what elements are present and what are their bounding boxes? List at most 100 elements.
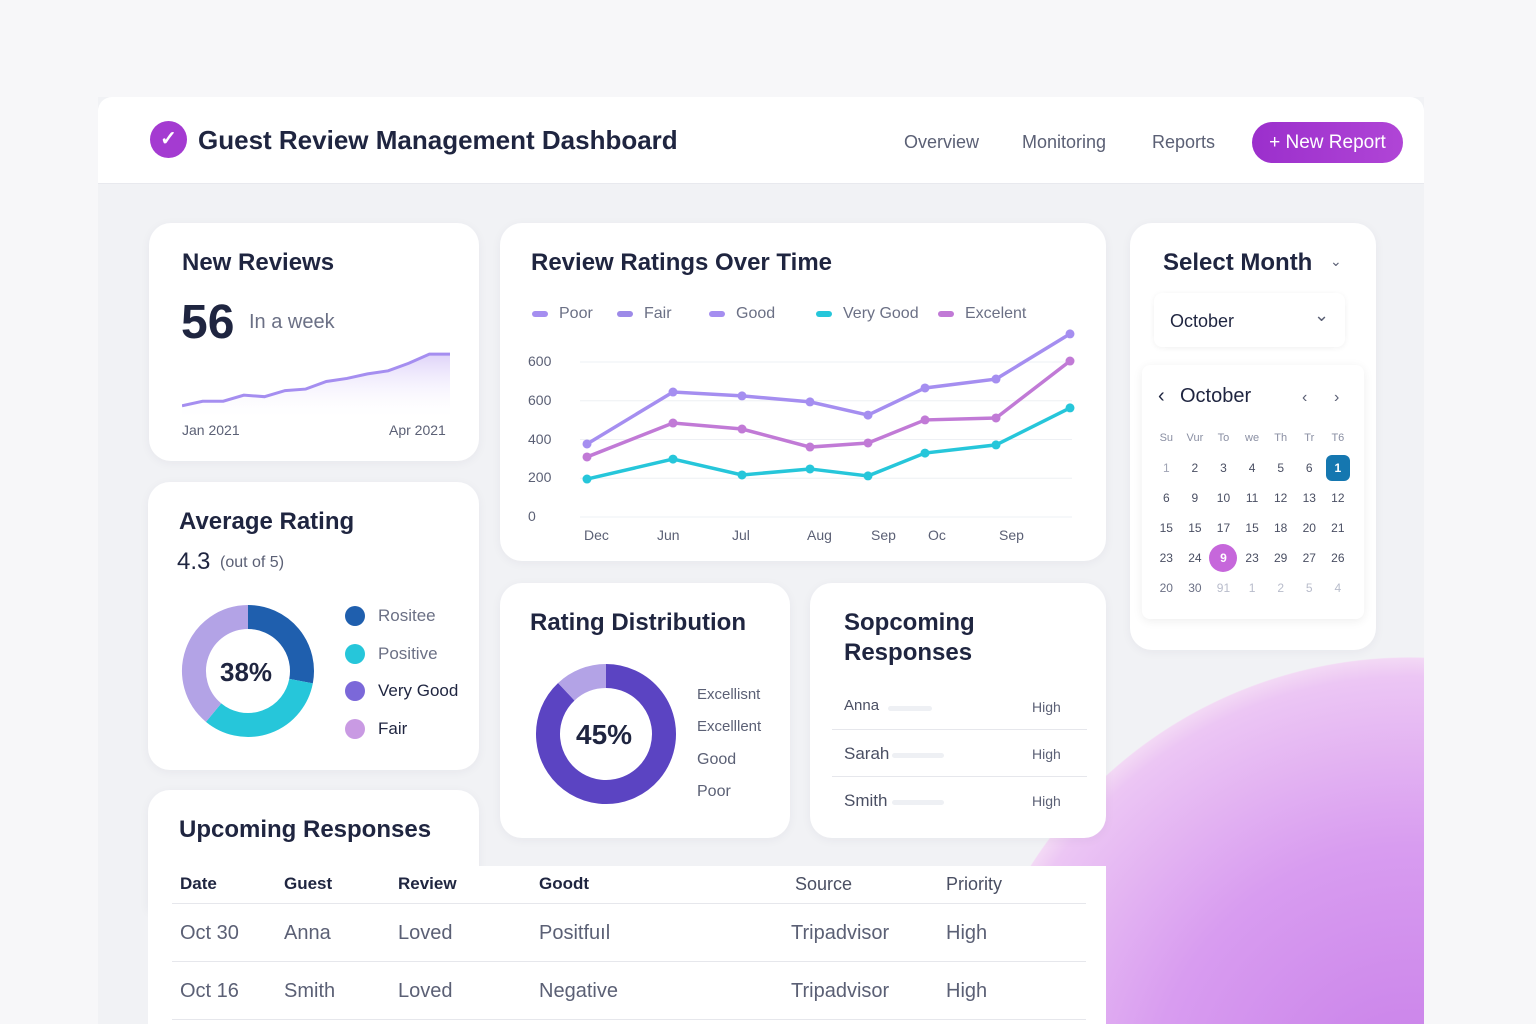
nav-monitoring[interactable]: Monitoring [1022, 132, 1107, 152]
average-suffix: (out of 5) [220, 554, 285, 571]
priority-label: High [1032, 699, 1061, 715]
calendar-day[interactable]: 27 [1295, 543, 1324, 573]
day-number: 15 [1159, 521, 1173, 535]
calendar-day[interactable]: 24 [1181, 543, 1210, 573]
y-tick-label: 600 [528, 391, 552, 408]
new-report-button[interactable]: + New Report [1252, 122, 1403, 163]
calendar-day[interactable]: 3 [1209, 453, 1238, 483]
calendar-day[interactable]: 5 [1295, 573, 1324, 603]
calendar-day[interactable]: 18 [1266, 513, 1295, 543]
data-point [582, 474, 592, 484]
weekday-label: we [1245, 432, 1260, 444]
sparkline-area [182, 354, 450, 421]
day-number: 12 [1273, 491, 1288, 505]
calendar-day[interactable]: 6 [1152, 483, 1181, 513]
calendar-day[interactable]: 2 [1266, 573, 1295, 603]
calendar-day[interactable]: 20 [1295, 513, 1324, 543]
row-divider [172, 903, 1086, 904]
x-tick-label: Sep [871, 527, 896, 543]
calendar-day[interactable]: 2 [1181, 453, 1210, 483]
priority-label: High [1032, 746, 1061, 762]
calendar: ‹ October ‹ › Su Vur To we Th Tr T6 1 2 3 4 5 6 1 6 9 10… [1142, 365, 1364, 619]
column-header: Review [398, 874, 457, 893]
ratings-over-time-card: Review Ratings Over Time Poor Fair Good Ver… [500, 223, 1106, 561]
day-number: 24 [1188, 551, 1202, 565]
calendar-day[interactable]: 4 [1324, 573, 1353, 603]
day-number: 21 [1331, 521, 1345, 535]
calendar-day[interactable]: 11 [1238, 483, 1267, 513]
day-number: 6 [1305, 461, 1313, 475]
period-label: In a week [249, 311, 335, 333]
column-header: Priority [946, 874, 1003, 894]
data-point [863, 438, 873, 448]
legend-swatch [938, 311, 954, 317]
dist-label: Poor [697, 783, 731, 800]
day-number: 27 [1302, 551, 1316, 565]
calendar-day[interactable]: 15 [1181, 513, 1210, 543]
calendar-day[interactable]: 10 [1209, 483, 1238, 513]
day-number: 12 [1331, 491, 1345, 505]
calendar-day[interactable]: 17 [1209, 513, 1238, 543]
legend-dot [345, 643, 365, 664]
calendar-day[interactable]: 9 [1181, 483, 1210, 513]
calendar-day[interactable]: 12 [1324, 483, 1353, 513]
x-tick-label: Sep [999, 527, 1024, 543]
donut-segment [558, 664, 607, 701]
calendar-day[interactable]: 26 [1324, 543, 1353, 573]
month-dropdown[interactable]: October ⌄ [1154, 293, 1345, 347]
day-number: 91 [1216, 581, 1231, 595]
calendar-day[interactable]: 13 [1295, 483, 1324, 513]
calendar-day[interactable]: 30 [1181, 573, 1210, 603]
calendar-day[interactable]: 21 [1324, 513, 1353, 543]
calendar-day[interactable]: 91 [1209, 573, 1238, 603]
nav-reports[interactable]: Reports [1152, 132, 1216, 152]
day-number: 5 [1305, 581, 1313, 595]
calendar-day[interactable]: 29 [1266, 543, 1295, 573]
table-cell: High [946, 922, 988, 944]
donut-segment [247, 605, 314, 684]
calendar-day[interactable]: 5 [1266, 453, 1295, 483]
data-point [863, 410, 873, 420]
row-divider [832, 776, 1087, 777]
calendar-day[interactable]: 4 [1238, 453, 1267, 483]
series-line [586, 332, 1071, 446]
calendar-day[interactable]: 23 [1238, 543, 1267, 573]
calendar-day[interactable]: 6 [1295, 453, 1324, 483]
placeholder-bar [888, 706, 932, 711]
responder-name: Smith [844, 791, 888, 810]
day-number: 15 [1245, 521, 1259, 535]
chevron-right-icon[interactable]: › [1334, 389, 1340, 406]
legend-dot [345, 718, 365, 739]
average-value: 4.3 [177, 548, 211, 575]
calendar-day[interactable]: 1 [1324, 453, 1353, 483]
table-cell: Oct 30 [180, 922, 239, 944]
table-cell: Oct 16 [180, 980, 239, 1002]
card-title: Upcoming Responses [179, 816, 432, 843]
calendar-day[interactable]: 15 [1152, 513, 1181, 543]
calendar-day[interactable]: 20 [1152, 573, 1181, 603]
table-cell: Positfuıl [539, 922, 611, 944]
calendar-day[interactable]: 1 [1238, 573, 1267, 603]
day-number: 30 [1188, 581, 1202, 595]
legend-dot [345, 681, 365, 701]
chevron-left-icon[interactable]: ‹ [1302, 389, 1308, 406]
donut-segment [182, 605, 249, 722]
weekday-label: To [1217, 432, 1230, 444]
calendar-day[interactable]: 9 [1209, 543, 1238, 573]
calendar-day[interactable]: 1 [1152, 453, 1181, 483]
data-point [863, 471, 873, 481]
legend-label: Rositee [378, 606, 436, 625]
calendar-day[interactable]: 15 [1238, 513, 1267, 543]
average-donut-chart [182, 605, 314, 737]
series-line [586, 359, 1072, 459]
nav-overview[interactable]: Overview [904, 132, 980, 152]
upcoming-responses-table: Date Guest Review Goodt Source Priority Oct 30… [148, 866, 1106, 1024]
column-header: Source [795, 874, 853, 894]
calendar-day[interactable]: 23 [1152, 543, 1181, 573]
calendar-day[interactable]: 12 [1266, 483, 1295, 513]
x-tick-label: Oc [928, 527, 946, 543]
chevron-down-icon[interactable]: ⌄ [1330, 253, 1342, 269]
responder-name: Sarah [844, 744, 890, 763]
day-number: 18 [1273, 521, 1288, 535]
prev-month-icon[interactable]: ‹ [1158, 385, 1165, 407]
